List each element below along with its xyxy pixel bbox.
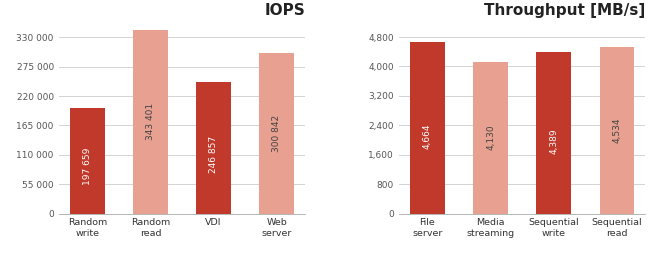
Bar — [70, 108, 104, 214]
Text: 343 401: 343 401 — [146, 103, 155, 140]
Text: 197 659: 197 659 — [83, 147, 92, 185]
Text: 246 857: 246 857 — [209, 136, 218, 173]
Text: Throughput [MB/s]: Throughput [MB/s] — [484, 2, 645, 18]
Bar — [259, 53, 294, 214]
Bar — [133, 30, 168, 214]
Text: IOPS: IOPS — [265, 2, 305, 18]
Text: 4,130: 4,130 — [486, 125, 495, 151]
Text: 4,534: 4,534 — [612, 117, 621, 143]
Bar — [537, 52, 571, 214]
Bar — [600, 47, 634, 214]
Text: 4,389: 4,389 — [549, 128, 558, 154]
Bar — [196, 82, 231, 214]
Text: 4,664: 4,664 — [423, 124, 432, 149]
Text: 300 842: 300 842 — [272, 115, 281, 152]
Bar — [473, 62, 508, 214]
Bar — [410, 42, 445, 214]
